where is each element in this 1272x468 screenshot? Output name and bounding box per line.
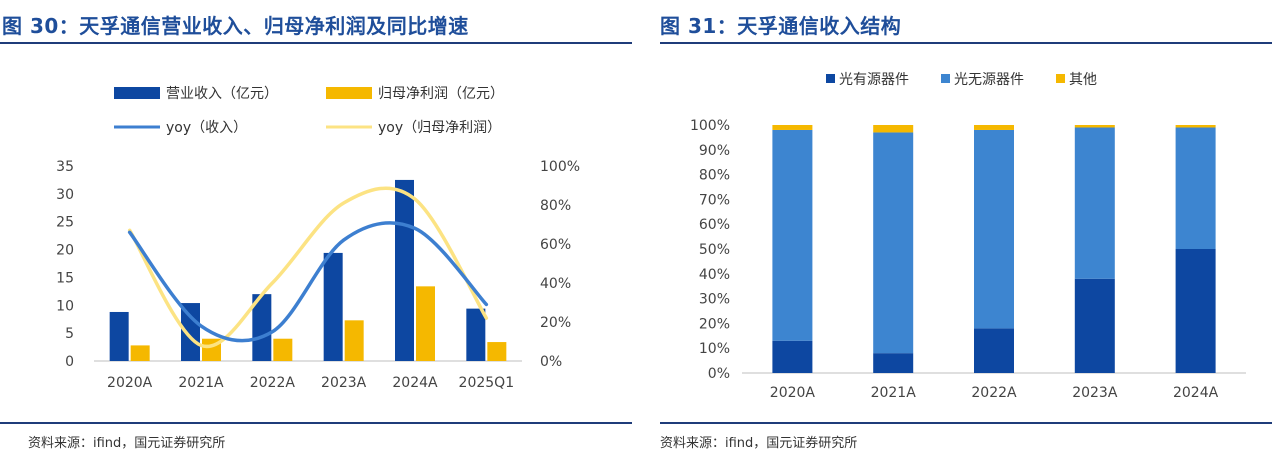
revenue-profit-chart: 营业收入（亿元） 归母净利润（亿元） yoy（收入） yoy（归母净利润） 0 5 10 15… [56, 85, 580, 391]
figure-31-source: 资料来源：ifind，国元证券研究所 [660, 436, 858, 451]
source-rule [660, 422, 1272, 424]
other-segment [974, 125, 1014, 130]
legend-swatch-1 [826, 74, 835, 83]
x-tick-label: 2021A [178, 375, 224, 391]
chart-legend: 营业收入（亿元） 归母净利润（亿元） yoy（收入） yoy（归母净利润） [114, 85, 504, 136]
revenue-bar [252, 294, 272, 361]
legend-label-1: 光有源器件 [839, 72, 909, 88]
title-rule [660, 42, 1272, 44]
y-tick-label: 20% [699, 316, 730, 332]
other-segment [1175, 125, 1216, 128]
passive-device-segment [873, 132, 914, 354]
x-tick-label: 2021A [871, 385, 917, 401]
y-left-tick-label: 35 [56, 159, 74, 175]
other-segment [772, 125, 813, 130]
y-left-tick-label: 10 [56, 298, 74, 314]
legend-label-4: yoy（归母净利润） [378, 119, 501, 136]
y-right-tick-label: 100% [540, 159, 580, 175]
legend-swatch-2 [326, 87, 372, 99]
passive-device-segment [772, 129, 813, 341]
legend-label-1: 营业收入（亿元） [166, 86, 278, 102]
y-left-tick-label: 25 [56, 215, 74, 231]
x-tick-label: 2023A [1072, 385, 1118, 401]
left-figure-panel: 图 30：天孚通信营业收入、归母净利润及同比增速 营业收入（亿元） 归母净利润（亿… [0, 0, 632, 468]
revenue-bar [181, 303, 200, 361]
y-tick-label: 100% [690, 118, 730, 134]
x-tick-label: 2024A [392, 375, 438, 391]
y-right-tick-label: 20% [540, 315, 571, 331]
y-right-tick-label: 80% [540, 198, 571, 214]
figure-30-source: 资料来源：ifind，国元证券研究所 [28, 436, 226, 451]
x-tick-label: 2020A [770, 385, 816, 401]
y-tick-label: 90% [699, 143, 730, 159]
active-device-segment [1074, 278, 1115, 373]
stacked-bar [772, 125, 813, 373]
yoy-net-profit-line [127, 186, 489, 349]
net-profit-bar [273, 338, 293, 361]
revenue-structure-chart: 光有源器件 光无源器件 其他 0% 10% 20% 30% 40% 50% 60% 70% 80% 90… [690, 72, 1246, 401]
right-figure-panel: 图 31：天孚通信收入结构 光有源器件 光无源器件 其他 0% 10% 20% 30% 40%… [660, 0, 1272, 468]
active-device-segment [772, 340, 813, 373]
legend-label-3: 其他 [1069, 72, 1097, 88]
y-left-tick-label: 30 [56, 187, 74, 203]
y-tick-label: 30% [699, 292, 730, 308]
other-segment [873, 125, 914, 133]
revenue-bar [395, 179, 414, 361]
stacked-bar [873, 125, 914, 373]
passive-device-segment [1074, 127, 1115, 279]
y-right-tick-label: 40% [540, 276, 571, 292]
net-profit-bar [344, 320, 364, 361]
revenue-bar [109, 311, 129, 361]
revenue-bar [466, 308, 486, 361]
stacked-bar [1175, 125, 1216, 373]
legend-label-2: 光无源器件 [954, 72, 1024, 88]
y-tick-label: 40% [699, 267, 730, 283]
legend-swatch-2 [941, 74, 950, 83]
passive-device-segment [974, 129, 1014, 329]
net-profit-bar [130, 345, 150, 361]
y-left-tick-label: 20 [56, 243, 74, 259]
passive-device-segment [1175, 127, 1216, 249]
y-right-tick-label: 0% [540, 354, 562, 370]
y-tick-label: 50% [699, 242, 730, 258]
other-segment [1074, 125, 1115, 128]
chart-legend: 光有源器件 光无源器件 其他 [826, 72, 1097, 88]
y-tick-label: 10% [699, 341, 730, 357]
active-device-segment [873, 353, 914, 373]
y-left-tick-label: 5 [65, 326, 74, 342]
figure-30-title: 图 30：天孚通信营业收入、归母净利润及同比增速 [2, 14, 469, 38]
x-tick-label: 2022A [971, 385, 1017, 401]
x-tick-label: 2020A [107, 375, 153, 391]
legend-label-3: yoy（收入） [166, 120, 247, 136]
y-tick-label: 80% [699, 168, 730, 184]
bar-series-2 [130, 286, 507, 361]
x-tick-label: 2022A [250, 375, 296, 391]
yoy-revenue-line [127, 221, 489, 343]
stacked-bar [974, 125, 1014, 373]
active-device-segment [974, 328, 1014, 373]
net-profit-bar [487, 342, 507, 361]
x-tick-label: 2025Q1 [459, 375, 515, 391]
x-tick-label: 2023A [321, 375, 367, 391]
source-rule [0, 422, 632, 424]
legend-label-2: 归母净利润（亿元） [378, 85, 504, 102]
stacked-bar [1074, 125, 1115, 373]
y-tick-label: 0% [708, 366, 730, 382]
legend-swatch-1 [114, 87, 160, 99]
legend-swatch-3 [1056, 74, 1065, 83]
title-rule [0, 42, 632, 44]
active-device-segment [1175, 249, 1216, 373]
x-tick-label: 2024A [1173, 385, 1219, 401]
figure-31-title: 图 31：天孚通信收入结构 [660, 14, 902, 38]
y-tick-label: 60% [699, 217, 730, 233]
net-profit-bar [416, 286, 435, 361]
y-tick-label: 70% [699, 192, 730, 208]
y-right-tick-label: 60% [540, 237, 571, 253]
y-left-tick-label: 0 [65, 354, 74, 370]
revenue-bar [323, 252, 343, 361]
y-left-tick-label: 15 [56, 270, 74, 286]
